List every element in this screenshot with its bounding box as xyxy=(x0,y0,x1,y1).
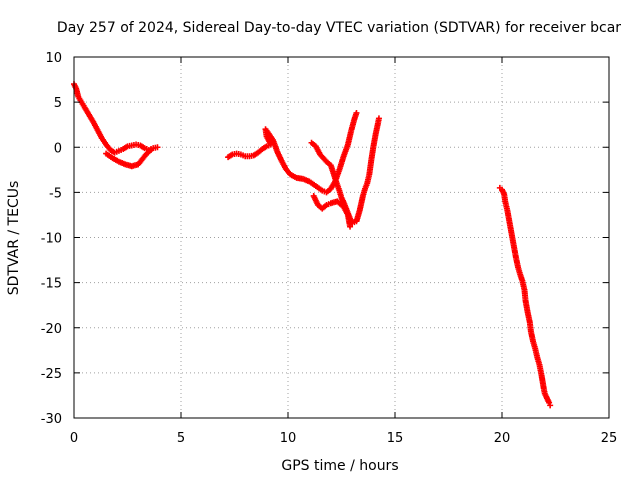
data-points xyxy=(71,81,554,409)
chart-title: Day 257 of 2024, Sidereal Day-to-day VTE… xyxy=(57,20,621,36)
y-tick-label: -30 xyxy=(41,412,62,427)
x-tick-label: 20 xyxy=(494,431,511,446)
y-tick-label: -15 xyxy=(41,277,62,292)
y-tick-label: 0 xyxy=(54,141,62,156)
grid-lines xyxy=(74,57,609,418)
data-point-marker xyxy=(353,109,360,116)
x-tick-label: 5 xyxy=(177,431,185,446)
x-axis-label: GPS time / hours xyxy=(281,458,398,474)
data-point-marker xyxy=(148,146,155,153)
y-tick-label: 5 xyxy=(54,96,62,111)
axis-ticks xyxy=(73,56,610,419)
x-tick-label: 15 xyxy=(387,431,404,446)
y-tick-label: -25 xyxy=(41,367,62,382)
x-tick-labels: 0 5 10 15 20 25 xyxy=(70,431,617,446)
data-point-marker xyxy=(347,223,354,230)
data-point-marker xyxy=(547,402,554,409)
y-tick-labels: 10 5 0 -5 -10 -15 -20 -25 -30 xyxy=(41,51,62,427)
y-tick-label: -20 xyxy=(41,322,62,337)
x-tick-label: 25 xyxy=(601,431,618,446)
y-tick-label: -5 xyxy=(49,186,62,201)
y-tick-label: -10 xyxy=(41,232,62,247)
data-point-marker xyxy=(375,115,382,122)
data-point-marker xyxy=(154,144,161,151)
y-axis-label: SDTVAR / TECUs xyxy=(6,181,22,296)
x-tick-label: 10 xyxy=(280,431,297,446)
x-tick-label: 0 xyxy=(70,431,78,446)
y-tick-label: 10 xyxy=(45,51,62,66)
